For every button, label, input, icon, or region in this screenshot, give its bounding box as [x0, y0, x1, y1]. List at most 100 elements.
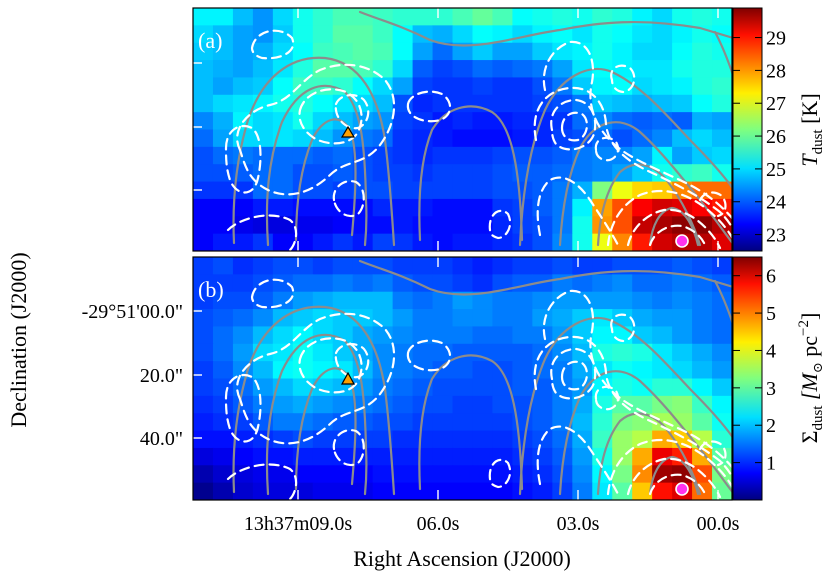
heatmap-cell [472, 343, 494, 362]
heatmap-cell [712, 482, 732, 500]
heatmap-cell [392, 94, 414, 113]
heatmap-cell [492, 60, 513, 79]
heatmap-cell [472, 395, 494, 414]
heatmap-cell [252, 465, 274, 484]
heatmap-cell [552, 146, 573, 165]
heatmap-cell [252, 112, 274, 131]
heatmap-cell [292, 146, 314, 165]
heatmap-cell [492, 146, 513, 165]
heatmap-cell [193, 430, 214, 449]
heatmap-cell [532, 42, 553, 61]
heatmap-cell [312, 257, 334, 275]
heatmap-cell [452, 60, 474, 79]
heatmap-cell [512, 361, 533, 380]
heatmap-cell [532, 216, 553, 235]
heatmap-cell [472, 198, 494, 217]
heatmap-cell [212, 274, 234, 293]
heatmap-cell [672, 257, 693, 275]
heatmap-cell [452, 257, 474, 275]
heatmap-cell [312, 395, 334, 414]
heatmap-cell [692, 326, 713, 345]
contour-dashed-white [533, 86, 732, 230]
heatmap-cell [512, 257, 533, 275]
heatmap-cell [712, 181, 732, 200]
x-tick-label: 00.0s [697, 513, 740, 535]
heatmap-cell [692, 291, 713, 310]
heatmap-cell [312, 274, 334, 293]
heatmap-cell [652, 8, 673, 26]
heatmap-cell [632, 233, 653, 251]
heatmap-cell [672, 274, 693, 293]
contour-solid-gray [418, 354, 524, 491]
colorbar-b-subscript: dust [810, 405, 826, 431]
heatmap-cell [193, 60, 214, 79]
contour-dashed-white [250, 278, 295, 309]
contour-dashed-white [224, 373, 262, 443]
heatmap-cell [392, 77, 414, 96]
heatmap-cell [452, 129, 474, 148]
heatmap-cell [193, 465, 214, 484]
heatmap-cell [392, 430, 414, 449]
heatmap-cell [312, 164, 334, 183]
heatmap-cell [272, 146, 294, 165]
heatmap-cell [672, 60, 693, 79]
heatmap-cell [232, 343, 254, 362]
heatmap-cell [532, 447, 553, 466]
heatmap-cell [412, 198, 434, 217]
colorbar-a-unit: [K] [797, 93, 822, 129]
heatmap-cell [193, 257, 214, 275]
heatmap-cell [412, 146, 434, 165]
heatmap-cell [212, 430, 234, 449]
heatmap-cell [193, 42, 214, 61]
heatmap-cell [352, 8, 374, 26]
heatmap-cell [672, 378, 693, 397]
heatmap-cell [532, 343, 553, 362]
heatmap-cell [592, 361, 613, 380]
heatmap-cell [592, 233, 613, 251]
heatmap-cell [372, 326, 394, 345]
heatmap-cell [472, 413, 494, 432]
heatmap-cell [292, 309, 314, 328]
heatmap-cell [193, 112, 214, 131]
heatmap-cell [193, 378, 214, 397]
contour-dashed-white [332, 429, 365, 467]
heatmap-cell [632, 482, 653, 500]
heatmap-cell [712, 60, 732, 79]
heatmap-cell [472, 378, 494, 397]
heatmap-cell [312, 430, 334, 449]
heatmap-cell [532, 146, 553, 165]
heatmap-cell [252, 233, 274, 251]
heatmap-cell [392, 129, 414, 148]
heatmap-cell [352, 164, 374, 183]
heatmap-cell [332, 395, 354, 414]
heatmap-cell [212, 94, 234, 113]
heatmap-cell [672, 216, 693, 235]
heatmap-cell [592, 164, 613, 183]
heatmap-cell [432, 164, 454, 183]
heatmap-cell [312, 465, 334, 484]
heatmap-cell [432, 482, 454, 500]
heatmap-cell [452, 25, 474, 44]
heatmap-cell [212, 181, 234, 200]
heatmap-cell [692, 146, 713, 165]
colorbar-a-ticks: 23 24 25 26 27 28 29 [733, 28, 786, 247]
heatmap-cell [692, 60, 713, 79]
heatmap-cell [692, 42, 713, 61]
heatmap-cell [312, 181, 334, 200]
heatmap-cell [652, 378, 673, 397]
heatmap-cell [452, 395, 474, 414]
heatmap-cell [572, 112, 593, 131]
heatmap-cell [672, 164, 693, 183]
heatmap-cell [572, 164, 593, 183]
heatmap-cell [592, 42, 613, 61]
heatmap-cell [292, 361, 314, 380]
heatmap-cell [672, 343, 693, 362]
heatmap-cell [512, 94, 533, 113]
heatmap-cell [672, 291, 693, 310]
heatmap-cell [432, 146, 454, 165]
heatmap-cell [212, 112, 234, 131]
contour-dashed-white [488, 458, 512, 489]
heatmap-cell [193, 274, 214, 293]
heatmap-cell [272, 430, 294, 449]
heatmap-cell [212, 8, 234, 26]
